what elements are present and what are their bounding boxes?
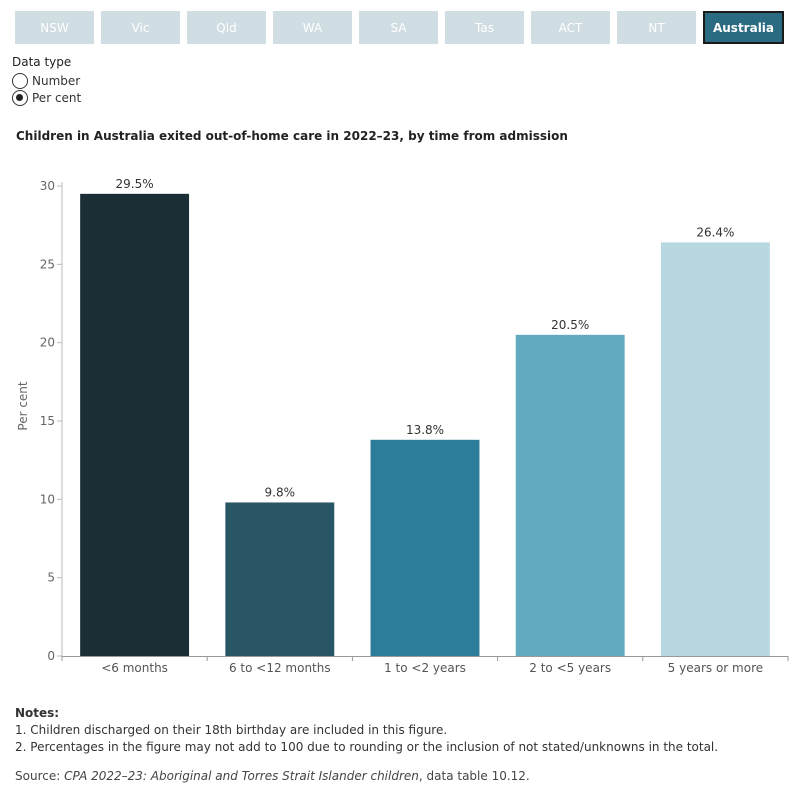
bar bbox=[80, 193, 190, 657]
bar-chart: 0 5 10 15 20 25 30 Per cent 29.5% <6 months 9.8% 6 … bbox=[16, 177, 789, 675]
data-type-selector: Data type Number Per cent bbox=[12, 55, 81, 106]
x-tick-label: 2 to <5 years bbox=[529, 661, 611, 675]
bar bbox=[225, 502, 335, 656]
radio-number[interactable] bbox=[12, 72, 28, 89]
y-tick-label: 15 bbox=[40, 414, 55, 428]
bar bbox=[515, 334, 625, 656]
bar-data-label: 13.8% bbox=[406, 423, 444, 437]
x-tick-label: 5 years or more bbox=[668, 661, 763, 675]
source-prefix: Source: bbox=[15, 769, 65, 783]
tab-vic[interactable]: Vic bbox=[101, 11, 180, 44]
source-suffix: , data table 10.12. bbox=[418, 769, 530, 783]
tab-nt[interactable]: NT bbox=[617, 11, 696, 44]
y-tick-label: 0 bbox=[47, 649, 55, 663]
notes-title: Notes: bbox=[15, 706, 60, 720]
y-tick-label: 5 bbox=[47, 571, 55, 585]
tab-wa[interactable]: WA bbox=[273, 11, 352, 44]
y-tick-label: 25 bbox=[40, 257, 55, 271]
bar-data-label: 9.8% bbox=[265, 485, 296, 499]
bar-data-label: 20.5% bbox=[551, 318, 589, 332]
data-type-title: Data type bbox=[12, 55, 72, 69]
tab-nsw[interactable]: NSW bbox=[15, 11, 94, 44]
tab-tas[interactable]: Tas bbox=[445, 11, 524, 44]
chart-title: Children in Australia exited out-of-home… bbox=[16, 129, 568, 143]
y-tick-label: 20 bbox=[40, 336, 55, 350]
radio-option-per-cent[interactable]: Per cent bbox=[12, 89, 81, 106]
x-tick-label: 1 to <2 years bbox=[384, 661, 466, 675]
bar-data-label: 29.5% bbox=[116, 177, 154, 191]
radio-label-per-cent: Per cent bbox=[32, 90, 82, 105]
tab-qld[interactable]: Qld bbox=[187, 11, 266, 44]
note-2: 2. Percentages in the figure may not add… bbox=[15, 740, 719, 754]
y-axis-label: Per cent bbox=[16, 381, 30, 431]
y-tick-label: 30 bbox=[40, 179, 55, 193]
x-tick-label: 6 to <12 months bbox=[229, 661, 331, 675]
tab-act[interactable]: ACT bbox=[531, 11, 610, 44]
radio-option-number[interactable]: Number bbox=[12, 72, 81, 89]
x-tick-label: <6 months bbox=[101, 661, 168, 675]
bar-data-label: 26.4% bbox=[696, 225, 734, 239]
source-title: CPA 2022–23: Aboriginal and Torres Strai… bbox=[64, 769, 419, 783]
tab-australia[interactable]: Australia bbox=[703, 11, 784, 44]
jurisdiction-tabs: NSW Vic Qld WA SA Tas ACT NT Australia bbox=[15, 11, 784, 44]
source: Source: CPA 2022–23: Aboriginal and Torr… bbox=[15, 769, 530, 783]
bar bbox=[660, 242, 770, 656]
radio-label-number: Number bbox=[32, 73, 81, 88]
bar bbox=[370, 439, 480, 656]
notes: Notes: 1. Children discharged on their 1… bbox=[15, 705, 718, 756]
tab-sa[interactable]: SA bbox=[359, 11, 438, 44]
radio-per-cent[interactable] bbox=[12, 89, 28, 106]
note-1: 1. Children discharged on their 18th bir… bbox=[15, 723, 448, 737]
y-tick-label: 10 bbox=[40, 492, 55, 506]
